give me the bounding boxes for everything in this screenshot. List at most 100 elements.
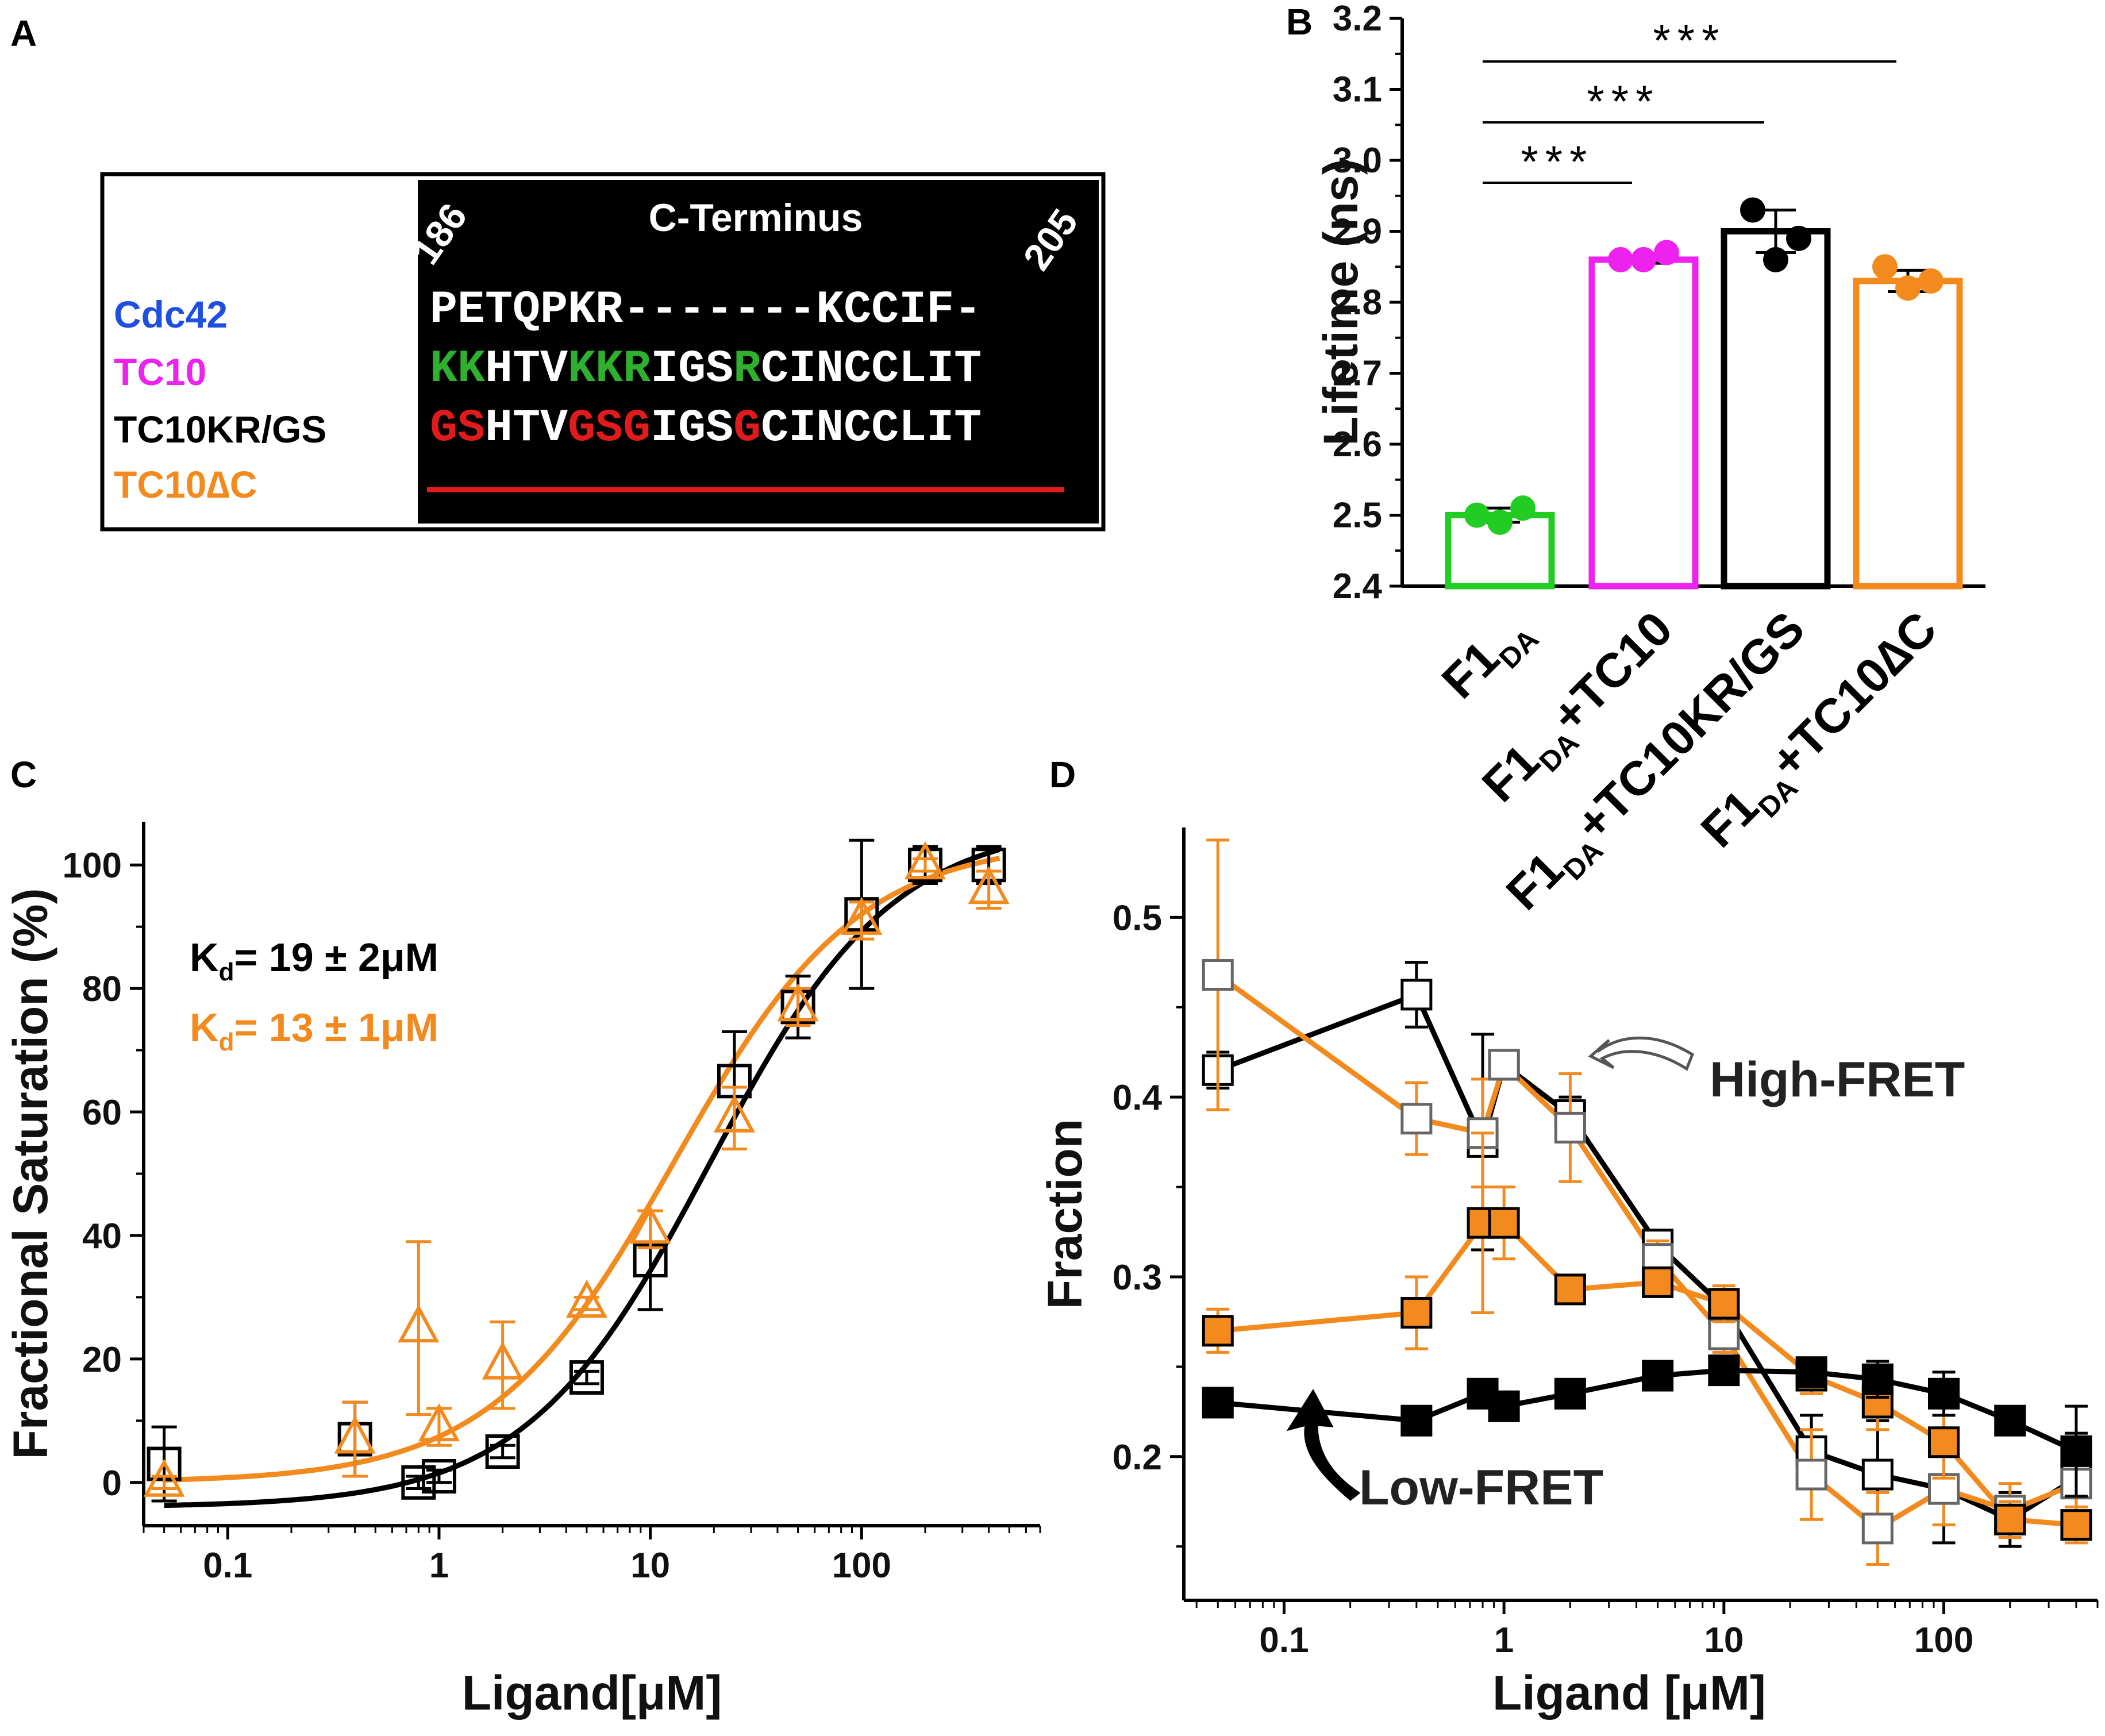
- b-category-label-4: F1DA+TC10∆C: [1691, 601, 1953, 864]
- panel-label-a: A: [10, 13, 37, 54]
- c-kd-text: = 19 ± 2μM: [234, 935, 438, 980]
- d-square-marker: [1928, 1377, 1960, 1410]
- d-square-marker: [1642, 1266, 1674, 1298]
- d-y-tick-label: 0.5: [1113, 898, 1162, 938]
- c-kd-annotation-1: Kd= 19 ± 2μM: [190, 935, 438, 986]
- sequence-segment: KK: [430, 343, 486, 395]
- sequence-segment: IGS: [651, 402, 733, 455]
- c-triangle-marker: [968, 865, 1010, 904]
- b-data-point: [1918, 268, 1944, 294]
- d-filled-arrow-icon: [1286, 1389, 1361, 1501]
- d-square-marker: [2060, 1435, 2092, 1467]
- sequence-segment: CINCCLIT: [761, 343, 982, 395]
- b-data-point: [1608, 247, 1633, 272]
- d-square-marker: [1488, 1207, 1520, 1239]
- c-y-tick-label: 100: [63, 846, 122, 886]
- d-square-marker: [1400, 1297, 1433, 1329]
- d-high-fret-label: High-FRET: [1710, 1052, 1965, 1107]
- d-x-tick-label: 1: [1494, 1620, 1514, 1660]
- d-open-arrow-icon: [1588, 1036, 1695, 1071]
- sequence-segment: HTV: [485, 343, 568, 395]
- d-square-marker: [1928, 1426, 1960, 1458]
- b-data-point: [1654, 240, 1679, 265]
- d-square-marker: [1400, 979, 1433, 1011]
- c-kd-sub: d: [219, 958, 234, 986]
- protein-name-2: TC10: [114, 351, 206, 393]
- d-square-marker: [1708, 1318, 1740, 1350]
- b-bar: [1588, 256, 1699, 590]
- sequence-black-box: [418, 180, 1099, 524]
- b-data-point: [1786, 225, 1811, 251]
- sequence-row-2: KKHTVKKRIGSRCINCCLIT: [430, 343, 982, 395]
- panel-label-c: C: [10, 754, 37, 795]
- c-kd-k: K: [190, 1005, 219, 1050]
- b-category-main: F1: [1472, 734, 1550, 812]
- c-x-axis-title: Ligand[μM]: [462, 1666, 722, 1720]
- c-y-tick-label: 0: [102, 1464, 122, 1503]
- sequence-row-3: GSHTVGSGIGSGCINCCLIT: [430, 402, 982, 455]
- c-triangle-marker: [777, 983, 819, 1022]
- d-square-marker: [1554, 1273, 1586, 1306]
- c-square-marker: [907, 848, 942, 883]
- c-kd-text: = 13 ± 1μM: [234, 1005, 438, 1050]
- b-y-tick-label: 2.4: [1333, 567, 1383, 606]
- d-square-marker: [1708, 1354, 1740, 1387]
- d-square-marker: [1554, 1111, 1586, 1144]
- b-data-point: [1763, 247, 1788, 272]
- d-x-tick-label: 10: [1704, 1620, 1744, 1660]
- d-square-marker: [1202, 1387, 1234, 1419]
- d-square-marker: [1400, 1103, 1433, 1135]
- sequence-row-1: PETQPKR-------KCCIF-: [430, 284, 982, 336]
- d-x-axis-title: Ligand [μM]: [1492, 1666, 1766, 1720]
- c-square-marker: [421, 1459, 456, 1494]
- d-y-tick-label: 0.2: [1113, 1438, 1162, 1477]
- b-y-axis-title: Lifetime (ns): [1314, 159, 1368, 445]
- protein-name-1: Cdc42: [114, 293, 228, 336]
- b-bar: [1853, 278, 1963, 590]
- d-square-marker: [1202, 959, 1234, 991]
- d-square-marker: [1861, 1458, 1894, 1491]
- c-x-tick-label: 10: [630, 1546, 670, 1585]
- sequence-segment: GSG: [568, 402, 651, 455]
- panel-d-fraction-plot: 0.1 1 10 100 0.2 0.3 0.4 0.5 Ligand [μM] Fraction…: [1038, 827, 2099, 1720]
- d-square-marker: [1861, 1512, 1894, 1545]
- c-x-tick-label: 0.1: [203, 1546, 252, 1585]
- sequence-segment: PETQPKR-------KCCIF-: [430, 284, 982, 336]
- c-triangle-marker: [334, 1415, 376, 1454]
- c-triangle-marker: [713, 1094, 755, 1133]
- d-square-marker: [1994, 1404, 2026, 1437]
- c-square-marker: [485, 1434, 520, 1469]
- b-significance-label: ***: [1587, 76, 1660, 126]
- c-y-tick-label: 80: [82, 969, 122, 1009]
- c-triangle-marker: [841, 896, 883, 935]
- c-kd-annotation-2: Kd= 13 ± 1μM: [190, 1005, 438, 1056]
- c-y-tick-label: 20: [82, 1340, 122, 1380]
- d-low-fret-label: Low-FRET: [1359, 1460, 1603, 1515]
- sequence-segment: CINCCLIT: [761, 402, 982, 455]
- b-bar: [1721, 228, 1831, 590]
- c-triangle-marker: [418, 1403, 460, 1442]
- b-data-point: [1487, 509, 1513, 535]
- c-triangle-marker: [482, 1341, 524, 1380]
- d-square-marker: [1994, 1503, 2026, 1535]
- panel-label-d: D: [1049, 754, 1076, 795]
- protein-name-4: TC10∆C: [114, 463, 257, 506]
- b-category-label-1: F1DA: [1431, 601, 1545, 714]
- c-square-marker: [569, 1360, 604, 1395]
- d-square-marker: [1488, 1049, 1520, 1081]
- b-y-tick-label: 2.9: [1333, 212, 1382, 252]
- b-y-tick-label: 2.6: [1333, 425, 1382, 464]
- d-square-marker: [1488, 1390, 1520, 1422]
- c-x-tick-label: 100: [832, 1546, 891, 1585]
- b-y-tick-label: 2.8: [1333, 283, 1382, 322]
- c-triangle-marker: [398, 1304, 440, 1343]
- c-triangle-marker: [904, 841, 946, 880]
- panel-a-sequence-alignment: C-Terminus 186 205 Cdc42TC10TC10KR/GSTC1…: [100, 172, 1106, 532]
- panel-label-b: B: [1286, 1, 1313, 43]
- b-data-point: [1895, 275, 1921, 301]
- b-data-point: [1464, 502, 1490, 528]
- b-category-main: F1: [1691, 779, 1769, 857]
- c-x-tick-label: 1: [429, 1546, 449, 1585]
- d-square-marker: [1642, 1360, 1674, 1392]
